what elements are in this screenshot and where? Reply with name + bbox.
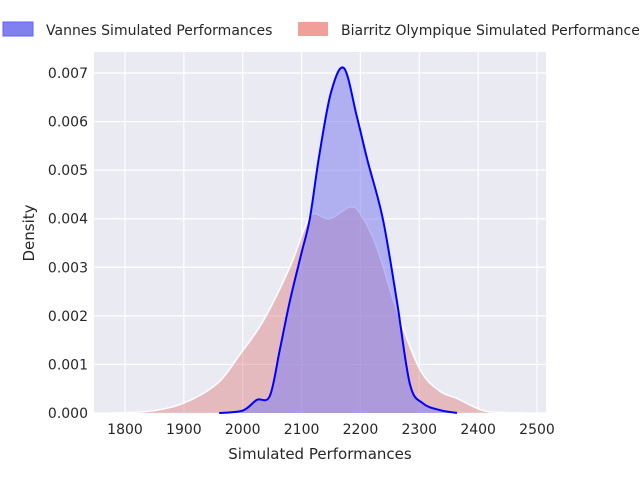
x-tick-label: 2300 — [401, 422, 437, 438]
density-area-vannes — [219, 67, 457, 414]
density-line-vannes — [219, 66, 458, 414]
x-tick-label: 2200 — [343, 422, 379, 438]
y-tick-label: 0.006 — [48, 115, 88, 131]
x-tick-label: 1900 — [166, 422, 202, 438]
x-tick-label: 2500 — [519, 422, 555, 438]
y-axis-label: Density — [20, 204, 38, 261]
x-tick-label: 2000 — [225, 422, 261, 438]
y-tick-label: 0.000 — [48, 406, 88, 422]
y-tick-label: 0.007 — [48, 66, 88, 82]
legend-swatch-vannes — [2, 21, 34, 37]
x-tick-label: 2400 — [460, 422, 496, 438]
legend: Vannes Simulated Performances Biarritz O… — [2, 21, 640, 39]
series-layer — [113, 66, 526, 414]
legend-label-biarritz: Biarritz Olympique Simulated Performance… — [341, 23, 640, 39]
y-tick-label: 0.005 — [48, 163, 88, 179]
x-tick-label: 1800 — [107, 422, 143, 438]
y-tick-labels: 0.000 0.001 0.002 0.003 0.004 0.005 0.006 0.007 — [48, 66, 88, 422]
legend-swatch-biarritz — [298, 22, 328, 36]
y-tick-label: 0.001 — [48, 357, 88, 373]
y-tick-label: 0.003 — [48, 260, 88, 276]
x-tick-label: 2100 — [284, 422, 320, 438]
x-axis-label: Simulated Performances — [228, 445, 412, 463]
legend-label-vannes: Vannes Simulated Performances — [46, 23, 272, 39]
y-tick-label: 0.004 — [48, 212, 88, 228]
y-tick-label: 0.002 — [48, 309, 88, 325]
x-tick-labels: 1800 1900 2000 2100 2200 2300 2400 2500 — [107, 422, 555, 438]
